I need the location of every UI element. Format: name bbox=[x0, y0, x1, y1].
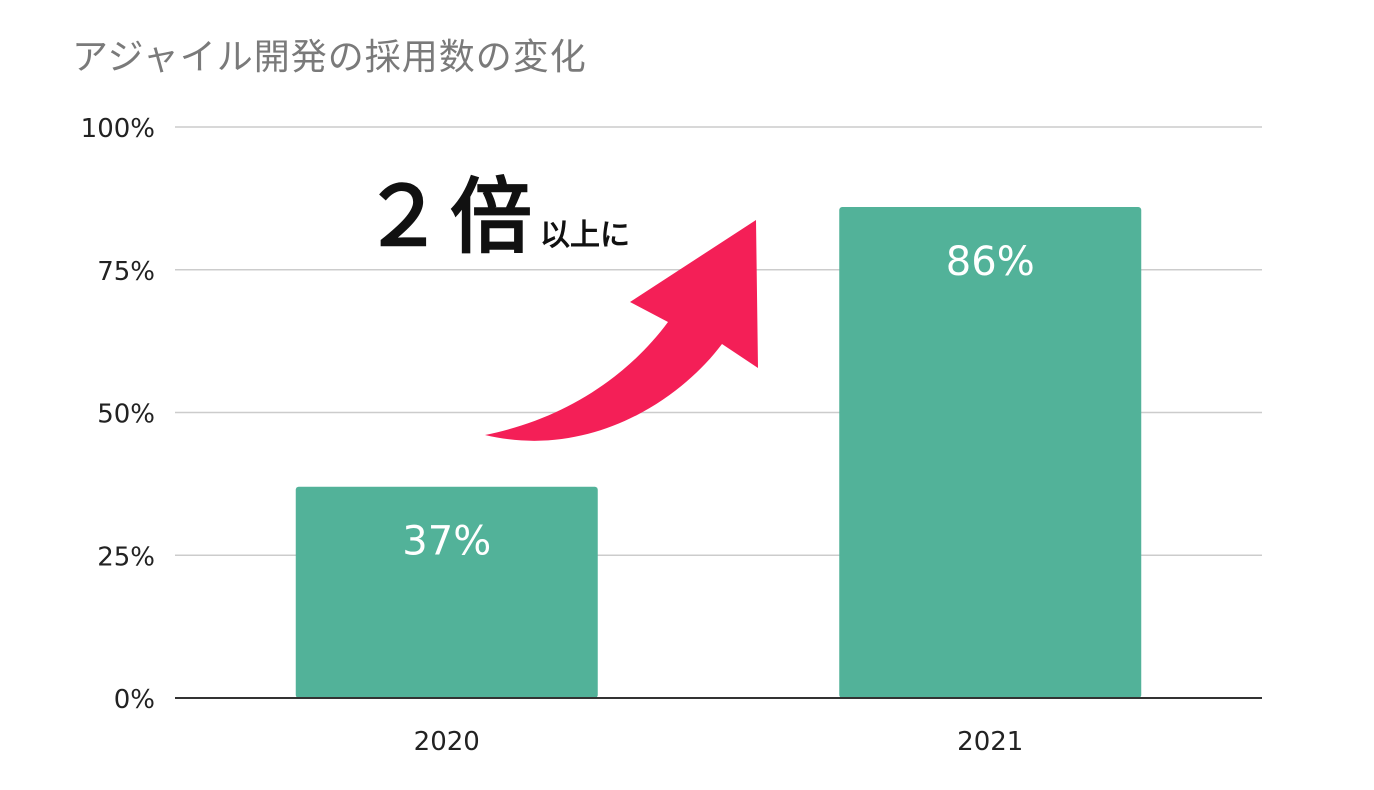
trend-arrow-icon bbox=[485, 220, 758, 441]
growth-callout: ２倍以上に bbox=[362, 150, 630, 269]
bar-value-label: 86% bbox=[946, 239, 1035, 285]
bar-2021 bbox=[839, 206, 1142, 698]
growth-callout-suffix: 以上に bbox=[540, 218, 631, 253]
x-tick-label: 2021 bbox=[957, 727, 1023, 757]
bar-value-label: 37% bbox=[402, 519, 491, 565]
y-tick-label: 75% bbox=[97, 257, 155, 287]
y-tick-label: 25% bbox=[97, 542, 155, 572]
x-tick-label: 2020 bbox=[414, 727, 480, 757]
y-tick-label: 100% bbox=[81, 114, 155, 144]
chart-title: アジャイル開発の採用数の変化 bbox=[72, 37, 587, 78]
y-tick-label: 50% bbox=[97, 400, 155, 430]
growth-callout-multiplier: ２倍 bbox=[362, 170, 539, 265]
bar-2020 bbox=[295, 486, 598, 698]
y-tick-label: 0% bbox=[114, 685, 155, 715]
